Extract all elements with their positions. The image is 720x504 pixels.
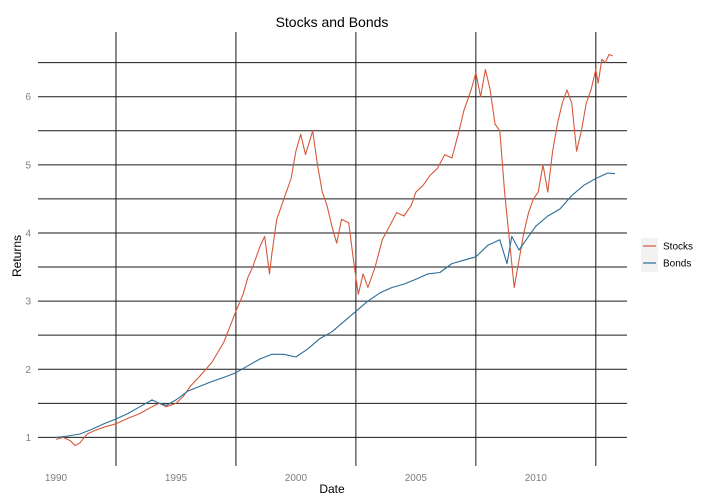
y-axis-label: Returns bbox=[10, 235, 24, 277]
y-tick-label: 3 bbox=[25, 297, 31, 308]
grid-vertical-lines bbox=[115, 32, 597, 466]
x-tick-label: 1995 bbox=[165, 473, 188, 484]
y-tick-label: 1 bbox=[25, 433, 31, 444]
legend: Stocks Bonds bbox=[641, 238, 693, 272]
x-axis-label: Date bbox=[319, 482, 345, 496]
x-tick-label: 1990 bbox=[45, 473, 68, 484]
x-axis-ticks: 1990 1995 2000 2005 2010 bbox=[45, 473, 548, 484]
grid-horizontal-lines bbox=[38, 62, 627, 438]
y-tick-label: 4 bbox=[25, 228, 31, 239]
y-tick-label: 5 bbox=[25, 160, 31, 171]
legend-label-bonds: Bonds bbox=[663, 259, 691, 270]
y-tick-label: 2 bbox=[25, 365, 31, 376]
series-line-bonds bbox=[55, 172, 616, 438]
y-axis-ticks: 1 2 3 4 5 6 bbox=[25, 92, 31, 444]
y-tick-label: 6 bbox=[25, 92, 31, 103]
series-lines bbox=[55, 53, 616, 447]
x-tick-label: 2010 bbox=[525, 473, 548, 484]
x-tick-label: 2000 bbox=[285, 473, 308, 484]
chart-title: Stocks and Bonds bbox=[276, 14, 389, 30]
legend-label-stocks: Stocks bbox=[663, 242, 693, 253]
x-tick-label: 2005 bbox=[405, 473, 428, 484]
series-line-stocks bbox=[55, 53, 613, 447]
